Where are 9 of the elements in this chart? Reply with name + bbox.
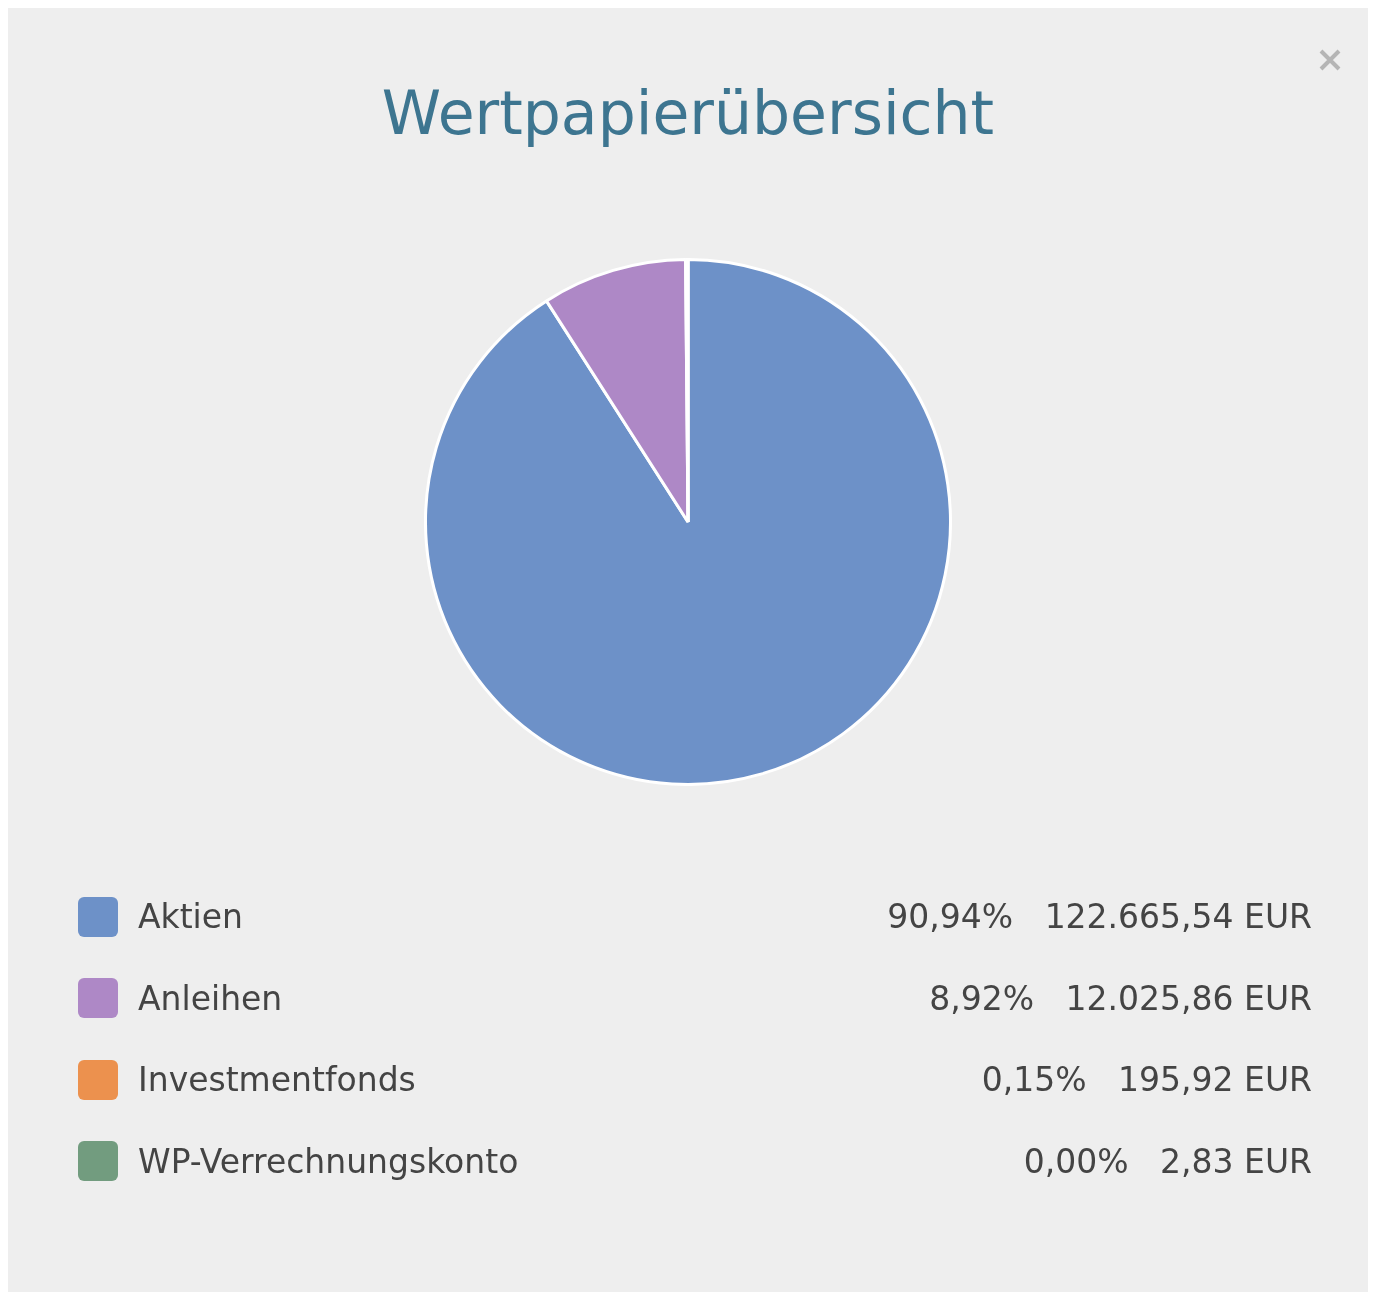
chart-title: Wertpapierübersicht xyxy=(380,77,996,148)
data-label: 0,15% 195,92 EUR xyxy=(981,1060,1312,1100)
legend-label: Investmentfonds xyxy=(138,1060,417,1100)
legend-label: WP-Verrechnungskonto xyxy=(138,1141,520,1181)
data-label: 90,94% 122.665,54 EUR xyxy=(887,897,1312,937)
legend-label: Anleihen xyxy=(138,978,284,1018)
data-label: 8,92% 12.025,86 EUR xyxy=(929,978,1312,1018)
data-label: 0,00% 2,83 EUR xyxy=(1023,1141,1312,1181)
legend-label: Aktien xyxy=(138,897,244,937)
